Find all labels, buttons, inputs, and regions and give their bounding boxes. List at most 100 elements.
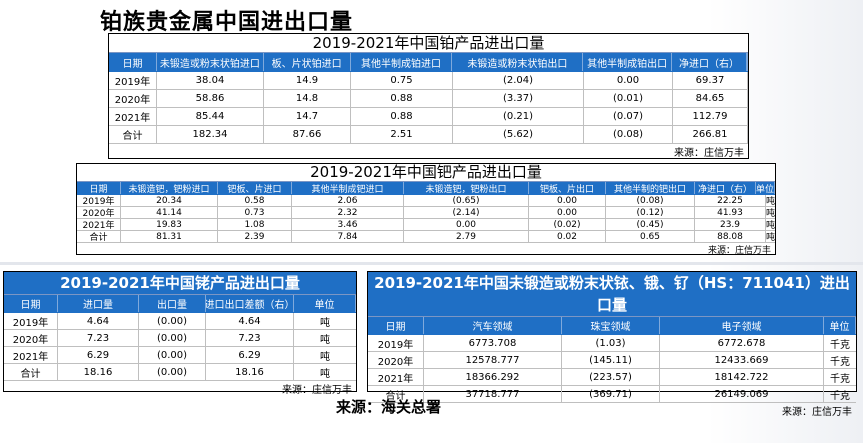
table-title: 2019-2021年中国未锻造或粉末状铱、锇、钌（HS：711041）进出口量 [368, 272, 856, 317]
table-title: 2019-2021年中国铑产品进出口量 [4, 272, 356, 295]
table-row: 2019年 20.34 0.58 2.06 (0.65) 0.00 (0.08)… [77, 195, 775, 207]
rhodium-trade-table: 2019-2021年中国铑产品进出口量 日期 进口量 出口量 进口出口差额（右）… [3, 271, 357, 396]
table-cell: 85.44 [157, 108, 264, 125]
header-cell: 其他半制成钯进口 [292, 182, 404, 194]
table-cell: 12433.669 [660, 352, 824, 368]
table-cell: 182.34 [157, 126, 264, 143]
table-cell: 2020年 [368, 352, 424, 368]
table-cell: (3.37) [453, 90, 584, 107]
table-row: 2021年 18366.292 (223.57) 18142.722 千克 [368, 369, 856, 386]
table-source-note: 来源：庄信万丰 [707, 246, 771, 256]
table-cell: (0.08) [584, 126, 673, 143]
table-cell: 吨 [765, 197, 775, 206]
table-cell: 0.00 [584, 72, 673, 89]
table-cell: (0.00) [139, 364, 206, 380]
table-cell: (1.03) [562, 335, 660, 351]
header-cell: 出口量 [139, 295, 206, 312]
table-cell: 0.88 [351, 90, 453, 107]
table-cell: 2.51 [351, 126, 453, 143]
table-row: 2019年 4.64 (0.00) 4.64 吨 [4, 313, 356, 330]
table-cell: 88.08 [695, 231, 766, 242]
table-cell: 26149.069 [660, 386, 824, 402]
table-cell: (0.02) [529, 219, 606, 230]
table-row: 2020年 7.23 (0.00) 7.23 吨 [4, 330, 356, 347]
table-cell: 千克 [830, 339, 850, 351]
header-cell: 单位 [747, 53, 748, 71]
table-total-row: 合计 81.31 2.39 7.84 2.79 0.02 0.65 88.08 … [77, 231, 775, 243]
table-source-note: 来源：庄信万丰 [782, 407, 852, 418]
header-cell: 净进口（右） [695, 182, 756, 194]
table-cell: 2019年 [4, 313, 58, 329]
table-cell: 0.58 [218, 195, 292, 206]
table-cell: 18.16 [206, 364, 294, 380]
table-cell: 0.00 [529, 195, 606, 206]
table-row: 2020年 58.86 14.8 0.88 (3.37) (0.01) 84.6… [109, 90, 748, 108]
table-cell: 22.25 [695, 195, 766, 206]
table-cell: 1.08 [218, 219, 292, 230]
table-cell: 0.65 [606, 231, 695, 242]
table-cell: (0.00) [139, 313, 206, 329]
table-cell: 58.86 [157, 90, 264, 107]
table-cell: 12578.777 [424, 352, 562, 368]
page-title: 铂族贵金属中国进出口量 [100, 10, 354, 35]
header-cell: 净进口（右） [672, 53, 747, 71]
table-cell: 2019年 [368, 335, 424, 351]
table-cell: 合计 [4, 364, 58, 380]
table-cell: 84.65 [673, 90, 748, 107]
header-cell: 进口量 [58, 295, 139, 312]
table-cell: 14.7 [264, 108, 351, 125]
table-row: 2021年 19.83 1.08 3.46 0.00 (0.02) (0.45)… [77, 219, 775, 231]
table-cell: (0.01) [584, 90, 673, 107]
header-cell: 日期 [77, 182, 121, 194]
header-cell: 板、片状铂进口 [264, 53, 351, 71]
table-cell: 千克 [830, 390, 850, 402]
table-cell: 20.34 [121, 195, 218, 206]
table-row: 2021年 85.44 14.7 0.88 (0.21) (0.07) 112.… [109, 108, 748, 126]
table-cell: 0.75 [351, 72, 453, 89]
table-source-note: 来源：庄信万丰 [674, 148, 744, 159]
table-cell: 2021年 [368, 369, 424, 385]
table-cell: 2020年 [77, 207, 121, 218]
table-cell: 0.88 [351, 108, 453, 125]
table-cell: (0.45) [606, 219, 695, 230]
table-cell: 吨 [320, 368, 330, 380]
platinum-trade-table: 2019-2021年中国铂产品进出口量 日期 未锻造或粉末状铂进口 板、片状铂进… [108, 33, 749, 159]
table-cell: 吨 [320, 334, 330, 346]
table-cell: (0.07) [584, 108, 673, 125]
header-cell: 未锻造钯，钯粉进口 [121, 182, 218, 194]
table-total-row: 合计 37718.777 (369.71) 26149.069 千克 [368, 386, 856, 403]
table-cell: (5.62) [453, 126, 584, 143]
table-cell: 4.64 [206, 313, 294, 329]
table-title: 2019-2021年中国铂产品进出口量 [109, 34, 748, 53]
table-cell: 0.00 [404, 219, 529, 230]
header-cell: 汽车领域 [424, 317, 562, 334]
table-cell: 7.84 [292, 231, 404, 242]
table-cell: 6.29 [206, 347, 294, 363]
table-cell: 0.00 [529, 207, 606, 218]
background-stripe [0, 262, 863, 265]
table-cell: 81.31 [121, 231, 218, 242]
table-cell: 18.16 [58, 364, 139, 380]
table-cell: 6773.708 [424, 335, 562, 351]
table-cell: 2020年 [4, 330, 58, 346]
table-cell: (0.00) [139, 347, 206, 363]
table-row: 2020年 12578.777 (145.11) 12433.669 千克 [368, 352, 856, 369]
table-cell: 19.83 [121, 219, 218, 230]
table-cell: 3.46 [292, 219, 404, 230]
table-cell: 千克 [830, 356, 850, 368]
table-cell: (369.71) [562, 386, 660, 402]
table-cell: 37718.777 [424, 386, 562, 402]
table-cell: 266.81 [673, 126, 748, 143]
table-cell: 吨 [765, 209, 775, 218]
table-cell: 23.9 [695, 219, 766, 230]
table-cell: (0.00) [139, 330, 206, 346]
table-cell: 6.29 [58, 347, 139, 363]
header-cell: 进口出口差额（右） [206, 295, 294, 312]
header-cell: 日期 [368, 317, 424, 334]
table-cell: 合计 [368, 386, 424, 402]
table-cell: 吨 [320, 351, 330, 363]
table-cell: 0.02 [529, 231, 606, 242]
table-cell: 69.37 [673, 72, 748, 89]
table-cell: 2.06 [292, 195, 404, 206]
table-cell: 2.79 [404, 231, 529, 242]
